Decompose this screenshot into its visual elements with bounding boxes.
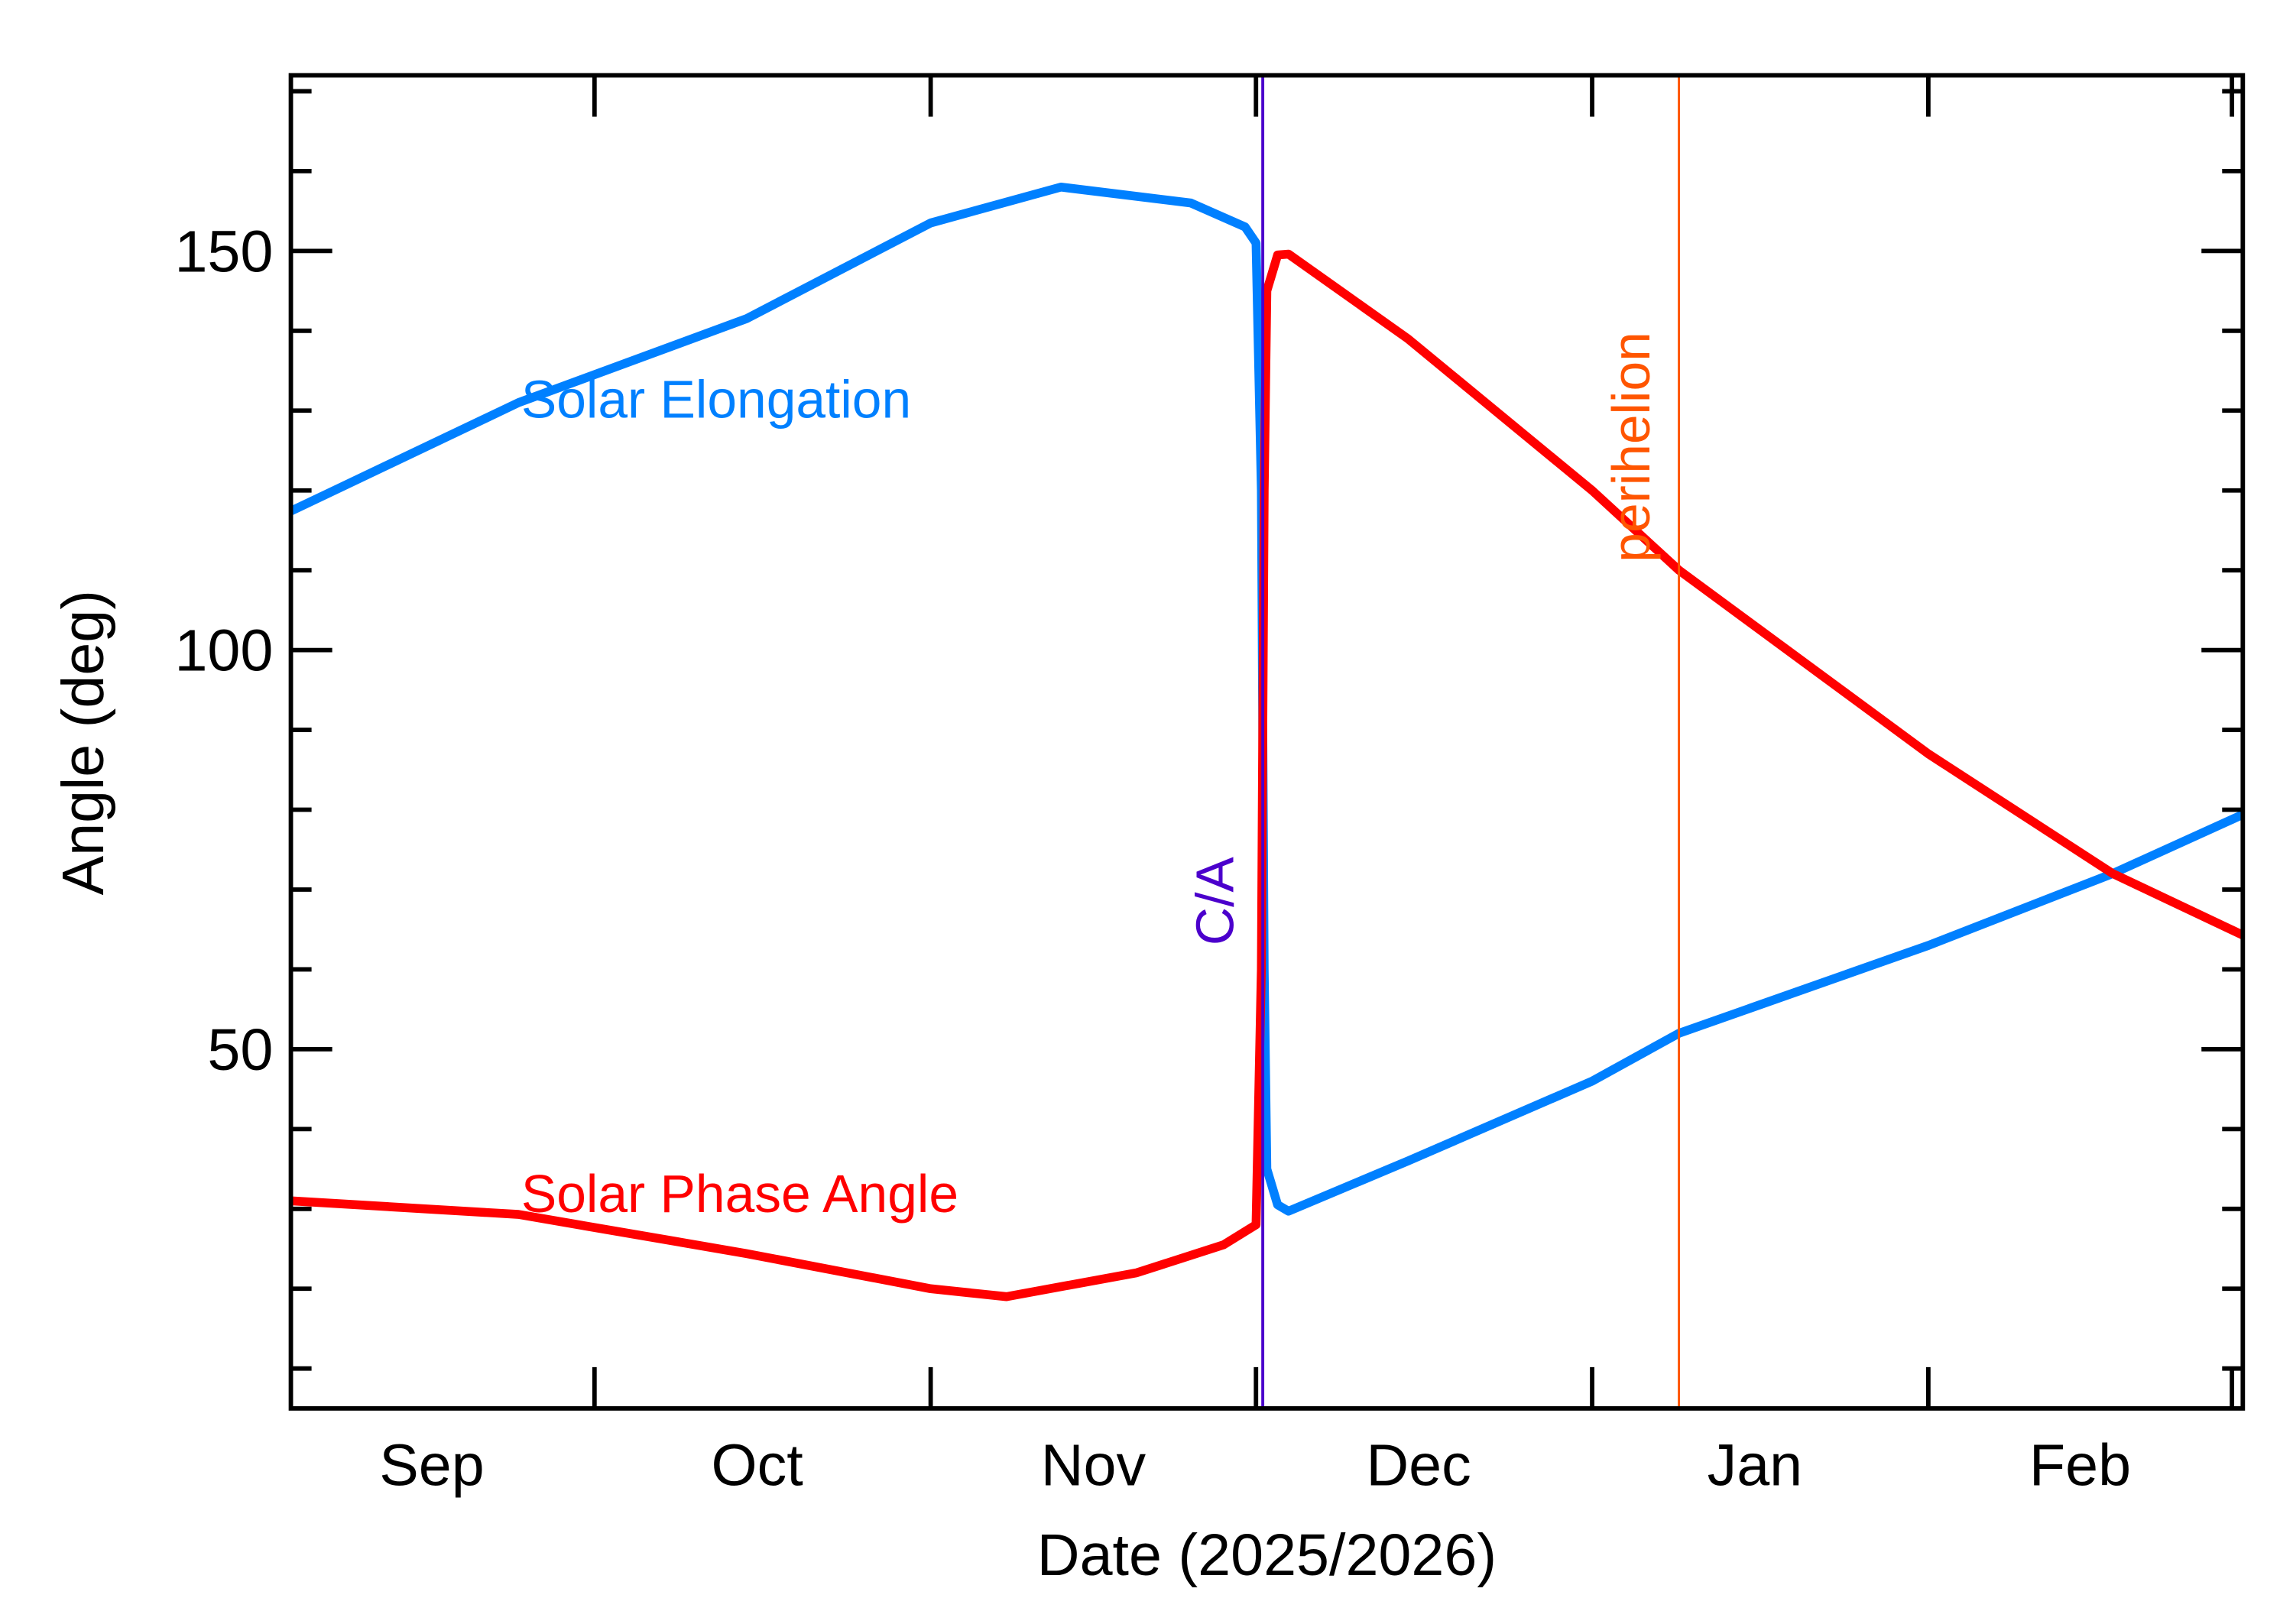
x-tick-label: Oct — [712, 1432, 803, 1498]
y-axis-title: Angle (deg) — [50, 590, 116, 895]
x-tick-label: Feb — [2029, 1432, 2131, 1498]
annotation-layer — [1261, 75, 1681, 1408]
x-tick-label: Dec — [1366, 1432, 1471, 1498]
series-layer — [289, 182, 2245, 1301]
y-tick-label: 100 — [174, 618, 273, 684]
y-tick-label: 50 — [207, 1017, 273, 1083]
tick-layer: 50 100 150 Sep Oct Nov Dec Jan Feb — [174, 75, 2243, 1498]
x-tick-label: Jan — [1708, 1432, 1803, 1498]
ca-label: C/A — [1185, 857, 1244, 946]
x-axis-title: Date (2025/2026) — [1037, 1522, 1497, 1588]
x-tick-label: Nov — [1041, 1432, 1146, 1498]
perihelion-label: perihelion — [1601, 332, 1661, 562]
x-tick-label: Sep — [379, 1432, 484, 1498]
series-label-phase: Solar Phase Angle — [521, 1164, 958, 1224]
y-tick-label: 150 — [174, 219, 273, 284]
plot-frame — [288, 73, 2246, 1411]
series-label-elongation: Solar Elongation — [521, 370, 911, 430]
